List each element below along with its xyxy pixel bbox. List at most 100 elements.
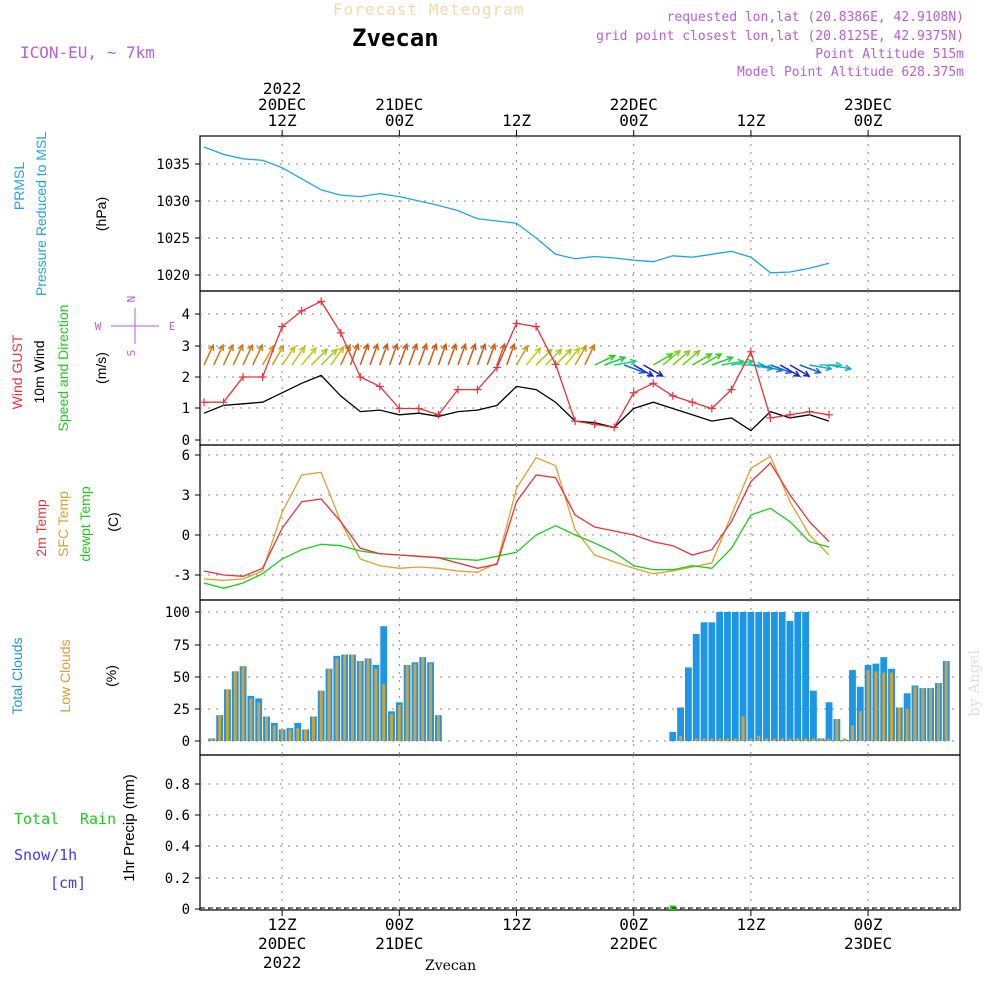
- gust-marker: [297, 306, 306, 315]
- wind-arrow: [359, 344, 369, 366]
- low-cloud-bar: [890, 672, 894, 741]
- gust-marker: [825, 410, 834, 419]
- grid-coords: grid point closest lon,lat (20.8125E, 42…: [596, 29, 964, 44]
- gust-marker: [239, 373, 248, 381]
- snow-label: Snow/1h: [14, 846, 77, 864]
- top-time-label: 20DEC: [258, 95, 306, 114]
- total-cloud-bar: [778, 612, 786, 741]
- total-cloud-bar: [747, 612, 755, 741]
- wind-arrow: [574, 345, 587, 366]
- requested-coords: requested lon,lat (20.8386E, 42.9108N): [666, 10, 964, 25]
- low-cloud-bar: [288, 729, 292, 741]
- gust-marker: [668, 391, 677, 400]
- low-cloud-bar: [866, 670, 870, 741]
- low-cloud-bar: [718, 738, 722, 741]
- y-tick-label: -3: [173, 568, 190, 584]
- total-cloud-bar: [708, 622, 716, 741]
- low-cloud-bar: [350, 654, 354, 741]
- low-cloud-bar: [897, 707, 901, 741]
- pressure-unit-label: (hPa): [93, 197, 109, 231]
- wind-10m-line: [203, 374, 830, 432]
- gust-marker: [336, 328, 345, 337]
- wind-arrow-head: [470, 342, 477, 351]
- wind-arrow: [281, 346, 296, 366]
- bottom-time-label: 22DEC: [610, 934, 658, 953]
- panel-frame: [199, 135, 961, 292]
- low-cloud-bar: [210, 738, 214, 741]
- bottom-time-label: 2022: [263, 953, 302, 972]
- rain-label: Rain: [80, 810, 116, 828]
- wind-arrow: [447, 344, 457, 366]
- gust-marker: [707, 404, 716, 413]
- total-cloud-bar: [731, 612, 739, 741]
- y-tick-label: 0: [182, 433, 190, 449]
- low-cloud-bar: [374, 668, 378, 741]
- total-cloud-bar: [739, 612, 747, 741]
- wind-arrow: [515, 345, 529, 366]
- low-cloud-bar: [710, 738, 714, 741]
- total-cloud-bar: [716, 612, 724, 741]
- low-cloud-bar: [827, 738, 831, 741]
- low-cloud-bar: [397, 704, 401, 741]
- wind-arrow: [770, 364, 792, 374]
- y-tick-label: 4: [182, 307, 190, 323]
- wind-arrow: [301, 347, 317, 366]
- wind-arrow-head: [793, 370, 801, 377]
- low-cloud-bar: [413, 663, 417, 741]
- y-tick-label: 1035: [156, 157, 190, 173]
- bottom-time-label: 20DEC: [258, 934, 306, 953]
- low-cloud-bar: [819, 738, 823, 741]
- wind-arrow-head: [480, 342, 487, 351]
- wind-arrow-head: [573, 346, 581, 355]
- gust-marker: [258, 373, 267, 381]
- total-cloud-bar: [380, 626, 388, 741]
- wind-arrow: [643, 364, 663, 377]
- wind-arrow-head: [277, 344, 285, 352]
- temp-2m-line: [203, 461, 830, 577]
- y-tick-label: 0.8: [165, 777, 190, 793]
- low-cloud-bar: [780, 738, 784, 741]
- chart-subtitle: Forecast Meteogram: [333, 0, 525, 19]
- bottom-time-label: 23DEC: [844, 934, 892, 953]
- low-cloud-bar: [436, 715, 440, 741]
- low-cloud-bar: [358, 661, 362, 741]
- panel-frame: [199, 444, 961, 601]
- wind-arrow: [789, 364, 810, 377]
- total-cloud-bar: [677, 707, 685, 741]
- wind-arrow-head: [673, 349, 682, 357]
- compass-e: E: [169, 320, 176, 333]
- y-tick-label: 0: [182, 734, 190, 750]
- low-cloud-bar: [811, 738, 815, 741]
- wind-arrow-head: [646, 370, 655, 377]
- dewpt-line: [203, 507, 830, 589]
- low-cloud-bar: [702, 738, 706, 741]
- y-tick-label: 3: [182, 339, 190, 355]
- wind-arrow: [271, 345, 285, 366]
- wind-arrow: [496, 344, 506, 366]
- wind-arrow: [682, 350, 700, 366]
- low-cloud-bar: [843, 738, 847, 741]
- compass-n: N: [125, 296, 138, 303]
- low-cloud-bar: [749, 738, 753, 741]
- wind-arrow-head: [321, 348, 329, 356]
- wind-arrow-head: [353, 342, 360, 351]
- wind-unit-label: (m/s): [93, 352, 109, 384]
- low-cloud-bar: [921, 688, 925, 741]
- wind-arrow: [427, 344, 437, 366]
- gust-marker: [727, 385, 736, 394]
- wind-arrow-head: [372, 342, 380, 351]
- wind-arrow-head: [411, 342, 419, 351]
- total-cloud-bar: [755, 612, 763, 741]
- low-cloud-bar: [218, 715, 222, 741]
- clouds-unit-label: (%): [103, 665, 119, 687]
- gust-marker: [356, 373, 365, 381]
- model-altitude: Model Point Altitude 628.375m: [737, 65, 964, 80]
- wind-arrow: [555, 348, 572, 366]
- total-cloud-bar: [770, 612, 778, 741]
- prmsl-line: [203, 146, 830, 274]
- top-time-label: 12Z: [502, 111, 531, 130]
- wind-arrow: [799, 364, 821, 374]
- gust-marker: [453, 385, 462, 394]
- low-cloud-bar: [726, 738, 729, 741]
- gust-marker: [200, 398, 208, 407]
